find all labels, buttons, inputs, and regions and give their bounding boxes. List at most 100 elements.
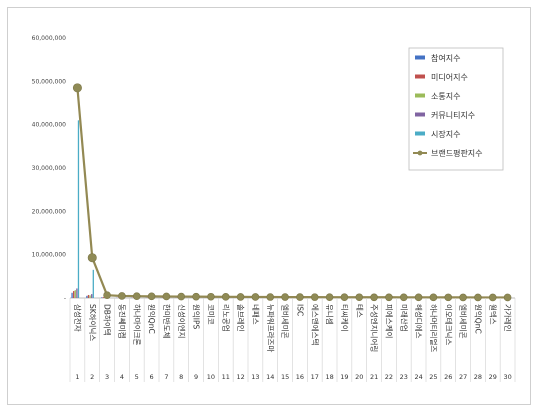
brand-index-point-25 (429, 293, 438, 302)
category-label: DB하이텍 (103, 304, 113, 336)
category-label: SK하이닉스 (88, 304, 98, 341)
category-label: 네패스 (251, 304, 261, 325)
bar-5-2 (92, 269, 94, 298)
rank-label: 2 (90, 373, 94, 381)
y-tick-label: 10,000,000 (32, 252, 67, 259)
brand-index-point-22 (385, 293, 393, 302)
bar-4-1 (76, 288, 78, 298)
rank-label: 15 (281, 373, 289, 381)
brand-index-point-10 (207, 292, 215, 301)
brand-index-point-15 (281, 293, 289, 301)
brand-index-point-27 (459, 293, 467, 302)
rank-label: 9 (194, 373, 198, 381)
y-tick-label: 40,000,000 (32, 122, 67, 129)
bar-2-2 (87, 294, 90, 298)
legend-label-4: 커뮤니티지수 (431, 110, 475, 120)
category-label: ISC (295, 304, 304, 316)
rank-label: 28 (474, 373, 482, 381)
brand-index-point-7 (162, 292, 171, 301)
legend-swatch-1 (415, 55, 425, 60)
y-tick-label: 30,000,000 (32, 165, 67, 172)
rank-label: 6 (150, 373, 154, 381)
bar-1-2 (86, 295, 88, 298)
category-label: 주성엔지니어링 (370, 304, 380, 352)
rank-label: 23 (400, 373, 408, 381)
category-label: 삼성전자 (73, 304, 83, 332)
category-label: 한미반도체 (162, 304, 172, 339)
category-label: 하나마이크론 (132, 304, 142, 345)
brand-index-point-16 (296, 293, 304, 301)
rank-label: 1 (75, 373, 79, 381)
rank-label: 12 (236, 373, 244, 381)
brand-index-point-30 (503, 293, 512, 302)
category-label: 티씨케이 (340, 304, 350, 332)
legend-swatch-2 (415, 74, 425, 79)
rank-label: 13 (251, 373, 259, 381)
brand-index-point-28 (474, 293, 482, 302)
bar-3-2 (89, 295, 91, 298)
brand-index-point-4 (118, 292, 126, 300)
brand-index-point-13 (251, 293, 260, 301)
category-label: 이오테크닉스 (444, 304, 454, 345)
brand-index-point-12 (236, 293, 245, 301)
category-label: 가가레인 (503, 304, 513, 332)
brand-index-point-9 (192, 292, 200, 301)
rank-label: 21 (370, 373, 378, 381)
category-label: 원익QnC (147, 304, 157, 334)
category-label: 에스앤에스텍 (310, 304, 320, 345)
brand-index-point-18 (325, 293, 334, 301)
legend-label-1: 참여지수 (431, 53, 460, 63)
rank-label: 11 (222, 373, 230, 381)
category-label: 원익IPS (192, 304, 202, 330)
category-label: 신성이엔지 (177, 304, 187, 339)
brand-index-point-5 (132, 292, 141, 300)
rank-label: 14 (266, 373, 274, 381)
brand-index-line (72, 83, 512, 302)
legend-label-2: 미디어지수 (431, 72, 468, 82)
rank-label: 16 (296, 373, 304, 381)
bar-5-1 (77, 120, 80, 298)
rank-label: 26 (444, 373, 452, 381)
brand-index-point-17 (310, 293, 319, 301)
brand-index-point-8 (177, 292, 186, 301)
rank-label: 5 (135, 373, 139, 381)
brand-index-point-29 (488, 293, 497, 302)
rank-label: 10 (207, 373, 215, 381)
rank-label: 19 (340, 373, 348, 381)
brand-index-point-14 (266, 293, 275, 301)
brand-index-point-11 (221, 293, 230, 301)
category-label: 솔브레인 (236, 304, 246, 332)
category-label: 리노공업 (221, 304, 230, 332)
rank-label: 4 (120, 373, 124, 381)
category-label: 원익QnC (473, 304, 483, 334)
rank-label: 22 (385, 373, 393, 381)
rank-label: 18 (325, 373, 333, 381)
legend-label-3: 소통지수 (431, 92, 460, 101)
bar-2-3 (102, 297, 104, 298)
legend-label-6: 브랜드평판지수 (431, 148, 483, 158)
legend-swatch-5 (415, 131, 425, 136)
brand-index-point-1 (72, 83, 82, 93)
rank-label: 3 (105, 373, 109, 381)
y-tick-label: - (64, 295, 66, 302)
brand-index-point-6 (147, 292, 156, 301)
category-label: 엘비세미콘 (459, 304, 468, 339)
rank-label: 8 (179, 373, 183, 381)
bar-4-2 (91, 294, 93, 298)
category-label: 월덱스 (488, 304, 498, 325)
bar-1-1 (71, 292, 73, 298)
category-label: 엘비세미콘 (281, 304, 290, 339)
category-label: 코미코 (206, 304, 215, 325)
category-label: 테스 (355, 304, 364, 318)
legend-swatch-4 (415, 112, 425, 117)
brand-index-point-2 (87, 253, 97, 263)
legend-swatch-marker (417, 150, 423, 156)
brand-index-point-23 (399, 293, 408, 302)
rank-label: 24 (414, 373, 422, 381)
bar-3-1 (74, 290, 76, 298)
brand-index-point-21 (370, 293, 378, 302)
category-label: 해성디에스 (414, 304, 424, 339)
brand-index-point-19 (340, 293, 349, 302)
category-label: 동진쎄미켐 (117, 304, 127, 339)
